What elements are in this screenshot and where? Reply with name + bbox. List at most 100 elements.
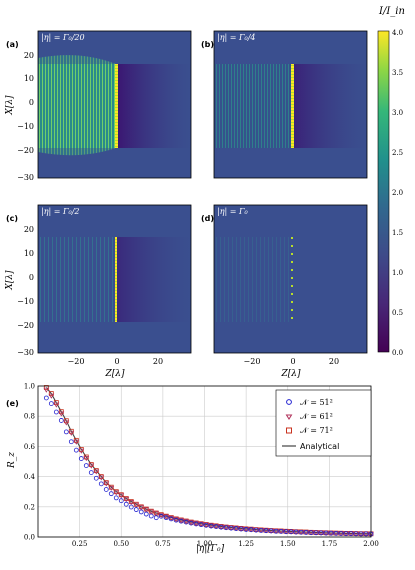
marker-51	[148, 513, 154, 519]
marker-51	[253, 527, 259, 533]
marker-61	[48, 393, 55, 399]
legend-label-61: 𝒩 = 61²	[300, 412, 333, 421]
ytick-a-0: 0	[29, 98, 34, 107]
marker-61	[88, 463, 95, 469]
marker-51	[323, 530, 329, 536]
cbar-tick-7: 3.5	[392, 69, 403, 77]
legend-label-71: 𝒩 = 71²	[300, 426, 333, 435]
marker-61	[178, 518, 185, 524]
ytick-c-m30: −30	[17, 348, 34, 357]
ytick-e-2: 0.4	[24, 473, 36, 481]
panel-b: (b) |η| = Γ₀/4	[201, 30, 368, 179]
marker-61	[58, 411, 65, 417]
marker-51	[348, 531, 354, 537]
panel-c-title: |η| = Γ₀/2	[41, 207, 80, 216]
marker-51	[128, 504, 134, 510]
panel-a: (a) |η| = Γ₀/20	[6, 30, 192, 179]
marker-61	[123, 497, 130, 503]
cbar-tick-1: 0.5	[392, 309, 403, 317]
marker-51	[213, 524, 219, 530]
xtick-c-0: 0	[114, 357, 119, 366]
marker-61	[188, 520, 195, 526]
marker-51	[243, 527, 249, 532]
legend-marker-61	[285, 414, 293, 420]
ytick-a-m20: −20	[17, 146, 34, 155]
panel-d: (d) |η| = Γ₀	[201, 204, 368, 354]
cbar-tick-3: 1.5	[392, 229, 403, 237]
marker-61	[118, 493, 125, 499]
marker-51	[113, 495, 119, 501]
marker-51	[178, 518, 184, 524]
marker-61	[68, 430, 75, 436]
marker-51	[228, 525, 234, 531]
xtick-e-0: 0.25	[72, 540, 88, 548]
marker-51	[238, 526, 244, 532]
ytick-a-m30: −30	[17, 173, 34, 182]
marker-51	[203, 522, 209, 528]
cbar-tick-5: 2.5	[392, 149, 403, 157]
marker-51	[118, 498, 124, 504]
marker-51	[83, 463, 89, 468]
marker-51	[198, 522, 204, 528]
panel-e: (e) 0.25 0.50 0.75 1.00 1.25 1.50 1.75 2.00 0.0 0…	[6, 383, 379, 555]
marker-51	[53, 409, 59, 415]
marker-61	[98, 475, 105, 481]
xtick-e-5: 1.50	[280, 540, 296, 548]
marker-61	[43, 387, 50, 393]
marker-61	[138, 505, 145, 511]
panel-a-letter: (a)	[6, 40, 19, 49]
marker-51	[108, 491, 114, 497]
marker-61	[83, 456, 90, 462]
marker-51	[258, 527, 264, 533]
panel-c: (c) |η| = Γ₀/2	[6, 204, 192, 354]
marker-51	[63, 429, 69, 435]
marker-51	[58, 418, 64, 423]
marker-51	[298, 529, 304, 535]
ytick-c-0: 0	[29, 273, 34, 282]
xtick-e-7: 2.00	[363, 540, 379, 548]
panel-d-title: |η| = Γ₀	[217, 207, 249, 216]
marker-61	[153, 511, 160, 517]
marker-71	[43, 385, 49, 390]
marker-51	[138, 509, 144, 515]
plot-e-frame	[37, 385, 372, 538]
marker-51	[273, 528, 279, 534]
marker-51	[268, 528, 274, 534]
xtick-d-0: 0	[290, 357, 295, 366]
marker-61	[93, 469, 100, 475]
marker-61	[63, 420, 70, 426]
marker-51	[158, 513, 164, 519]
cbar-tick-6: 3.0	[392, 109, 403, 117]
ytick-e-0: 0.0	[24, 534, 35, 542]
marker-51	[308, 530, 314, 536]
marker-51	[328, 530, 334, 536]
xtick-e-3: 1.00	[197, 540, 213, 548]
legend: 𝒩 = 51² 𝒩 = 61² 𝒩 = 71² Analytical	[275, 389, 372, 457]
marker-61	[108, 485, 115, 491]
marker-51	[263, 528, 269, 534]
xtick-c-m20: −20	[68, 357, 85, 366]
marker-51	[143, 511, 149, 517]
marker-61	[183, 519, 190, 525]
marker-61	[148, 509, 155, 515]
marker-51	[43, 395, 49, 401]
xlabel-d: Z[λ]	[281, 369, 301, 379]
cbar-tick-8: 4.0	[392, 29, 403, 37]
marker-51	[88, 470, 94, 476]
xtick-e-2: 0.75	[155, 540, 171, 548]
marker-51	[208, 523, 214, 529]
marker-51	[333, 530, 339, 536]
marker-51	[68, 439, 74, 445]
marker-51	[193, 521, 199, 527]
panel-c-letter: (c)	[6, 214, 18, 223]
marker-51	[233, 526, 239, 531]
ytick-c-20: 20	[24, 225, 34, 234]
legend-marker-51	[286, 399, 292, 405]
marker-51	[168, 516, 174, 522]
marker-51	[303, 529, 309, 535]
marker-61	[78, 448, 85, 454]
marker-51	[98, 481, 104, 487]
marker-51	[93, 475, 99, 481]
cbar-tick-0: 0.0	[392, 349, 403, 357]
